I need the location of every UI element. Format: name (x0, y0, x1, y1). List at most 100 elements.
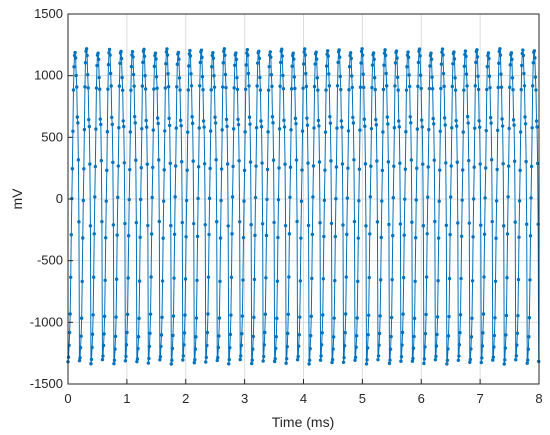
data-point (190, 115, 194, 119)
data-point (238, 357, 242, 362)
data-point (291, 51, 295, 55)
data-point (94, 127, 98, 131)
data-point (348, 53, 352, 58)
data-point (335, 126, 339, 130)
data-point (326, 54, 330, 58)
data-point (128, 130, 133, 134)
data-point (293, 86, 297, 91)
data-point (163, 86, 168, 90)
data-point (283, 162, 287, 166)
y-tick-label: 500 (41, 129, 63, 144)
data-point (413, 279, 417, 284)
data-point (381, 87, 386, 92)
data-point (488, 115, 493, 120)
data-point (530, 126, 534, 130)
data-point (174, 126, 178, 130)
data-point (181, 358, 185, 362)
data-point (176, 50, 181, 55)
data-point (262, 343, 266, 347)
data-point (438, 168, 442, 172)
data-point (87, 117, 91, 122)
data-point (190, 121, 195, 126)
data-point (497, 61, 501, 65)
data-point (424, 312, 428, 317)
data-point (397, 125, 401, 129)
data-point (260, 161, 264, 165)
data-point (278, 60, 283, 65)
x-tick-label: 8 (535, 391, 542, 406)
data-point (386, 160, 391, 164)
data-point (173, 195, 177, 199)
data-point (528, 278, 532, 282)
data-point (169, 362, 174, 366)
data-point (180, 220, 184, 225)
series-line (67, 48, 540, 365)
data-point (470, 279, 475, 283)
data-point (333, 278, 337, 283)
data-point (400, 343, 404, 347)
data-point (270, 115, 275, 119)
data-point (215, 358, 219, 363)
data-point (141, 60, 145, 65)
data-point (469, 347, 473, 351)
data-point (115, 233, 119, 237)
data-point (217, 316, 222, 320)
data-point (357, 199, 361, 203)
data-point (162, 168, 166, 172)
data-point (99, 158, 104, 163)
data-point (333, 234, 338, 239)
data-point (211, 56, 216, 60)
data-point (93, 195, 97, 199)
data-point (368, 195, 373, 199)
data-point (488, 85, 492, 90)
data-point (234, 57, 239, 62)
data-point (127, 197, 131, 202)
data-point (274, 346, 278, 351)
data-point (475, 55, 480, 59)
data-point (319, 354, 323, 358)
data-point (477, 125, 482, 129)
data-point (194, 316, 199, 320)
data-point (534, 88, 538, 92)
data-point (188, 48, 192, 53)
data-point (154, 57, 158, 61)
data-point (106, 63, 111, 67)
data-point (247, 84, 251, 88)
data-point (416, 60, 421, 65)
data-point (69, 275, 73, 279)
data-point (231, 127, 236, 131)
data-point (327, 72, 331, 76)
x-tick-label: 5 (359, 391, 366, 406)
data-point (418, 54, 422, 58)
data-point (375, 159, 379, 163)
data-point (222, 47, 227, 51)
data-point (147, 356, 151, 361)
data-point (468, 357, 473, 362)
data-point (246, 53, 250, 57)
data-point (423, 331, 428, 336)
data-point (362, 117, 367, 121)
data-point (370, 85, 374, 90)
data-point (286, 331, 290, 336)
data-point (149, 232, 154, 236)
data-point (296, 354, 300, 359)
data-point (324, 64, 329, 68)
data-point (429, 51, 433, 55)
data-point (390, 277, 394, 282)
data-point (334, 197, 338, 201)
data-point (516, 313, 520, 318)
data-point (386, 122, 390, 126)
data-point (248, 122, 252, 126)
data-point (75, 115, 79, 119)
data-point (183, 313, 187, 317)
data-point (126, 276, 130, 280)
data-point (114, 277, 119, 281)
data-point (462, 88, 466, 92)
data-point (159, 333, 164, 337)
data-point (188, 54, 193, 58)
data-point (147, 344, 152, 349)
y-tick-label: -1500 (30, 376, 63, 391)
data-point (459, 234, 464, 238)
data-point (367, 275, 371, 280)
